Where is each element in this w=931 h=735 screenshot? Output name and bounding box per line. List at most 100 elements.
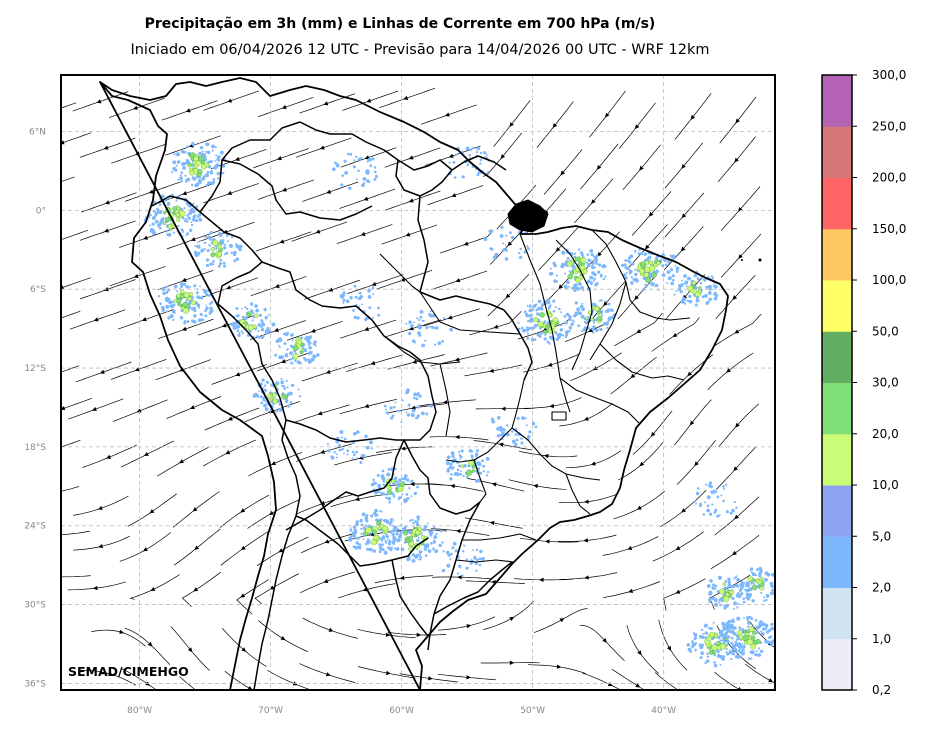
map-frame [60, 74, 776, 691]
rain-dot [479, 162, 482, 165]
rain-dot [296, 360, 300, 364]
rain-core [172, 206, 178, 212]
streamline [438, 616, 496, 631]
rain-dot [442, 317, 446, 320]
streamline [602, 536, 659, 556]
rain-dot [707, 291, 712, 295]
streamline-arrow [323, 578, 329, 583]
rain-core [382, 525, 389, 532]
rain-dot [586, 261, 589, 264]
rain-dot [640, 252, 644, 256]
streamline [658, 619, 688, 671]
streamline-arrow [734, 157, 739, 163]
rain-dot [244, 306, 247, 309]
rain-dot [395, 547, 400, 551]
rain-dot [462, 550, 465, 553]
rain-dot [155, 219, 159, 224]
rain-dot [559, 328, 564, 332]
rain-dot [185, 299, 188, 302]
streamline-arrow [47, 373, 52, 377]
rain-dot [374, 508, 378, 513]
rain-dot [370, 482, 375, 487]
rain-dot [452, 160, 456, 164]
rain-dot [579, 251, 584, 255]
rain-dot [770, 626, 774, 631]
rain-dot [671, 274, 675, 278]
streamline-arrow [189, 405, 195, 410]
rain-dot [389, 520, 393, 524]
rain-dot [265, 380, 269, 384]
rain-dot [297, 388, 300, 391]
rain-dot [468, 153, 472, 157]
rain-dot [361, 303, 364, 306]
rain-dot [412, 521, 415, 525]
rain-dot [239, 246, 242, 249]
streamline-arrow [447, 315, 453, 320]
rain-dot [601, 314, 604, 317]
streamline [90, 629, 146, 647]
rain-dot [511, 439, 516, 444]
rain-dot [332, 167, 336, 171]
rain-core [584, 316, 589, 320]
colorbar-label: 150,0 [872, 222, 906, 236]
rain-dot [734, 626, 737, 630]
streamline-arrow [363, 196, 369, 201]
rain-dot [425, 412, 429, 416]
rain-dot [159, 302, 162, 306]
rain-dot [370, 514, 374, 518]
rain-dot [353, 315, 357, 320]
rain-dot [374, 481, 378, 485]
streamline-arrow [681, 213, 687, 219]
rain-dot [698, 643, 703, 647]
rain-dot [422, 527, 427, 532]
rain-dot [459, 458, 462, 460]
lon-tick-label: 80°W [127, 706, 152, 716]
rain-dot [209, 245, 211, 247]
streamline-arrow [648, 211, 654, 217]
rain-dot [694, 500, 697, 503]
rain-cell [731, 566, 775, 603]
rain-dot [165, 299, 169, 303]
rain-dot [655, 269, 659, 273]
rain-dot [468, 449, 473, 453]
lat-tick-label: 30°S [24, 601, 46, 611]
rain-dot [417, 331, 421, 335]
rain-dot [502, 248, 506, 252]
streamline-arrow [240, 545, 246, 551]
rain-dot [187, 203, 190, 206]
rain-dot [713, 598, 718, 603]
streamline-arrow [193, 587, 199, 592]
rain-dot [185, 220, 189, 223]
rain-dot [686, 643, 691, 647]
rain-dot [731, 586, 734, 589]
rain-core [567, 274, 573, 280]
rain-dot [209, 310, 213, 314]
rain-dot [582, 327, 587, 332]
rain-dot [352, 453, 356, 457]
rain-dot [260, 319, 264, 323]
streamline-arrow [370, 360, 376, 366]
streamline-arrow [463, 241, 469, 246]
rain-dot [260, 326, 263, 329]
rain-dot [161, 308, 165, 312]
rain-dot [770, 622, 774, 627]
streamline-arrow [366, 98, 372, 103]
rain-dot [742, 648, 745, 652]
rain-dot [499, 234, 504, 238]
rain-dot [377, 490, 380, 494]
rain-dot [158, 222, 162, 226]
rain-dot [168, 300, 173, 305]
rain-dot [683, 297, 686, 301]
rain-dot [770, 644, 773, 647]
rain-dot [190, 223, 194, 227]
streamline-arrow [547, 362, 553, 367]
rain-dot [195, 182, 200, 187]
rain-dot [573, 252, 577, 255]
rain-dot [475, 454, 478, 458]
streamline-arrow [672, 332, 678, 338]
rain-dot [201, 295, 204, 297]
streamline-arrow [91, 406, 97, 412]
streamline-arrow [178, 459, 184, 464]
rain-dot [235, 244, 240, 249]
rain-dot [416, 414, 420, 418]
